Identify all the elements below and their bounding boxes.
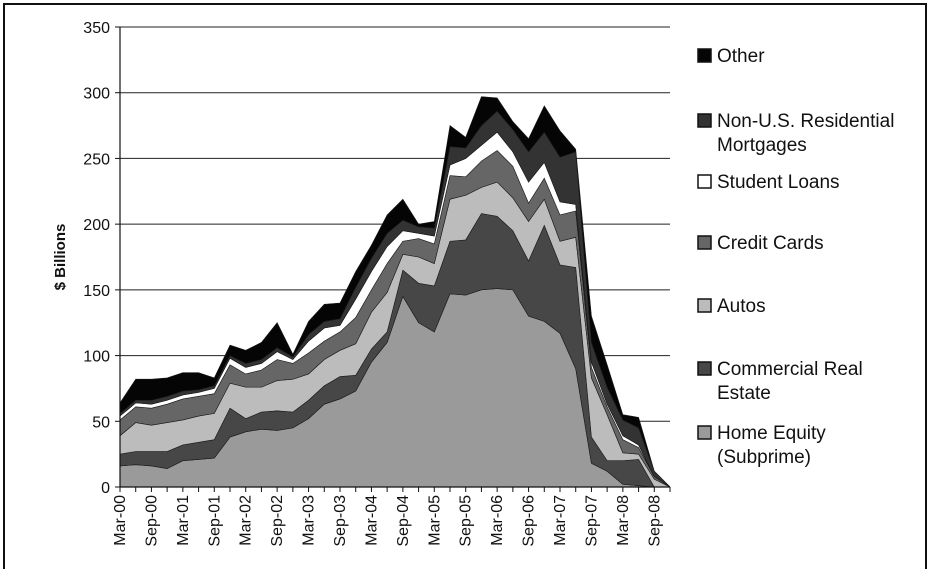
x-tick-label: Sep-02 — [269, 495, 286, 547]
x-tick-label: Mar-07 — [552, 495, 569, 546]
y-tick-label: 350 — [83, 20, 110, 37]
legend-swatch — [697, 113, 712, 128]
legend-label: Student Loans — [717, 172, 840, 193]
x-tick-label: Mar-08 — [615, 495, 632, 546]
legend-label: Mortgages — [717, 135, 807, 156]
legend-label: Credit Cards — [717, 233, 824, 254]
x-tick-label: Sep-04 — [395, 495, 412, 547]
x-tick-label: Sep-00 — [143, 495, 160, 547]
legend-swatch — [697, 298, 712, 313]
y-tick-label: 0 — [101, 480, 110, 497]
y-tick-label: 250 — [83, 151, 110, 168]
x-tick-label: Sep-03 — [332, 495, 349, 547]
x-tick-label: Mar-06 — [489, 495, 506, 546]
y-tick-label: 300 — [83, 86, 110, 103]
x-tick-label: Mar-02 — [238, 495, 255, 546]
legend-swatch — [697, 235, 712, 250]
x-tick-label: Sep-06 — [521, 495, 538, 547]
legend-swatch — [697, 174, 712, 189]
legend-swatch — [697, 361, 712, 376]
x-tick-label: Mar-01 — [175, 495, 192, 546]
legend-label: Commercial Real — [717, 359, 863, 380]
legend-label: Estate — [717, 383, 771, 404]
y-axis-label: $ Billions — [52, 224, 69, 291]
legend-swatch — [697, 48, 712, 63]
legend-label: Autos — [717, 296, 766, 317]
series-area-other — [119, 96, 671, 488]
x-tick-label: Sep-05 — [458, 495, 475, 547]
x-tick-label: Mar-03 — [301, 495, 318, 546]
y-tick-label: 200 — [83, 217, 110, 234]
stacked-area-chart: Mar-00 Sep-00 Mar-01 Sep-01 Mar-02 Sep-02 Mar-… — [52, 20, 894, 547]
x-tick-label: Mar-05 — [426, 495, 443, 546]
y-tick-label: 100 — [83, 349, 110, 366]
x-tick-label: Mar-04 — [363, 495, 380, 546]
x-tick-label: Sep-07 — [583, 495, 600, 547]
legend-label: (Subprime) — [717, 447, 811, 468]
legend-swatch — [697, 425, 712, 440]
legend-label: Other — [717, 46, 765, 67]
legend-label: Home Equity — [717, 423, 826, 444]
chart-frame: Mar-00 Sep-00 Mar-01 Sep-01 Mar-02 Sep-02 Mar-… — [3, 3, 927, 569]
x-tick-label: Mar-00 — [112, 495, 129, 546]
legend-label: Non-U.S. Residential — [717, 111, 894, 132]
y-tick-label: 150 — [83, 283, 110, 300]
x-tick-label: Sep-01 — [206, 495, 223, 547]
x-tick-label: Sep-08 — [646, 495, 663, 547]
y-tick-label: 50 — [92, 414, 110, 431]
